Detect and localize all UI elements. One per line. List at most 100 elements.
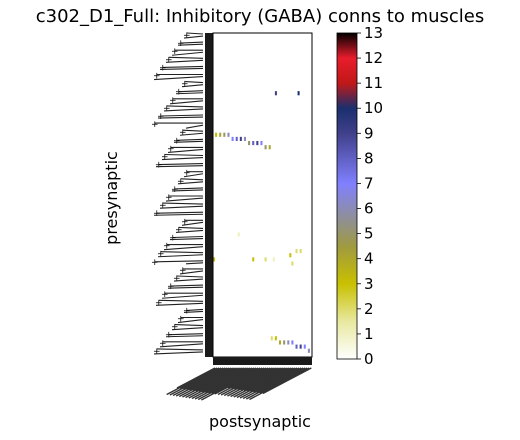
- x-tick-label-scribble: [205, 367, 253, 394]
- y-tick-label-scribble: [182, 129, 204, 132]
- heatmap-cells: [213, 91, 310, 353]
- y-tick-label-scribble: [183, 310, 204, 313]
- x-tick-marks-strip: [213, 357, 312, 365]
- y-tick-label-scribble: [171, 327, 204, 331]
- y-tick-label-scribble: [183, 173, 204, 178]
- x-tick-label-scribble: [182, 367, 224, 390]
- y-tick-label-marker: +: [159, 63, 167, 73]
- y-tick-label-marker: +: [161, 153, 169, 163]
- heatmap-cell: [274, 336, 277, 341]
- heatmap-cell: [279, 340, 282, 345]
- y-tick-label-marker: +: [161, 290, 169, 300]
- x-axis-label: postsynaptic: [209, 412, 311, 431]
- y-tick-label-scribble: [167, 148, 204, 153]
- x-tick-label-scribble: [227, 367, 281, 397]
- y-tick-label-scribble: [174, 324, 204, 327]
- y-tick-label-scribble: [167, 286, 204, 289]
- heatmap-cell: [299, 249, 302, 254]
- y-tick-label-marker: +: [165, 193, 173, 203]
- x-tick-label-scribble: [188, 367, 247, 399]
- y-tick-label-marker: +: [159, 201, 167, 211]
- y-tick-label-scribble: [176, 138, 204, 141]
- y-tick-label-scribble: [154, 260, 204, 263]
- y-tick-label-scribble: [185, 124, 204, 129]
- y-tick-label-marker: +: [179, 128, 187, 138]
- y-tick-label-marker: +: [175, 225, 183, 235]
- y-tick-label-scribble: [153, 76, 204, 81]
- x-tick-label-scribble: [253, 367, 300, 393]
- x-tick-label-scribble: [192, 367, 236, 392]
- colorbar-tick-label: 3: [364, 275, 374, 293]
- y-tick-label-marker: +: [171, 47, 179, 57]
- y-tick-label-scribble: [158, 299, 204, 302]
- y-tick-label-marker: +: [167, 282, 175, 292]
- y-tick-label-scribble: [153, 213, 204, 216]
- colorbar: [336, 32, 358, 360]
- y-tick-label-scribble: [165, 59, 204, 63]
- colorbar-tick-label: 12: [364, 49, 383, 67]
- colorbar-tick-label: 8: [364, 149, 374, 167]
- colorbar-tick-label: 6: [364, 200, 374, 218]
- y-tick-label-marker: +: [163, 242, 171, 252]
- y-tick-label-marker: +: [183, 306, 191, 316]
- x-tick-label-scribble: [256, 367, 304, 394]
- y-tick-label-scribble: [179, 270, 204, 275]
- x-tick-label-scribble: [245, 367, 306, 400]
- y-tick-label-marker: +: [183, 31, 191, 41]
- y-tick-label-scribble: [181, 84, 204, 88]
- y-tick-label-marker: +: [157, 250, 165, 260]
- x-tick-label-scribble: [175, 367, 230, 397]
- heatmap-cell: [227, 132, 230, 137]
- y-tick-label-scribble: [178, 90, 204, 93]
- y-tick-label-marker: +: [183, 169, 191, 179]
- x-tick-label-scribble: [214, 367, 265, 395]
- colorbar-tick-label: 10: [364, 99, 383, 117]
- y-tick-label-scribble: [157, 116, 204, 119]
- x-tick-label-scribble: [194, 367, 255, 400]
- y-tick-label-scribble: [186, 32, 204, 35]
- y-tick-label-marker: +: [181, 217, 189, 227]
- y-tick-label-scribble: [165, 335, 204, 338]
- y-tick-label-scribble: [169, 238, 204, 241]
- x-tick-label-scribble: [189, 367, 232, 391]
- x-tick-label-scribble: [179, 367, 220, 390]
- heatmap-cell: [215, 132, 218, 137]
- x-tick-label-scribble: [237, 367, 279, 391]
- heatmap-cell: [264, 257, 267, 262]
- y-tick-label-scribble: [181, 221, 204, 226]
- heatmap-cell: [252, 257, 255, 262]
- x-tick-label-scribble: [182, 367, 238, 398]
- y-axis-label: presynaptic: [102, 151, 121, 245]
- y-tick-label-scribble: [161, 294, 204, 299]
- y-tick-label-scribble: [157, 254, 204, 258]
- colorbar-tick-label: 9: [364, 124, 374, 142]
- y-tick-label-scribble: [160, 114, 204, 117]
- colorbar-tick-label: 7: [364, 174, 374, 192]
- heatmap-cell: [289, 253, 292, 258]
- y-tick-label-marker: +: [151, 258, 159, 268]
- x-tick-label-scribble: [220, 367, 273, 396]
- y-tick-label-marker: +: [165, 331, 173, 341]
- heatmap-cell: [260, 141, 263, 146]
- y-tick-label-marker: +: [177, 315, 185, 325]
- y-tick-label-scribble: [177, 181, 204, 185]
- plot-frame: [212, 32, 313, 358]
- y-tick-label-scribble: [159, 343, 204, 348]
- y-tick-label-scribble: [176, 275, 204, 278]
- y-tick-label-scribble: [165, 197, 204, 202]
- y-tick-label-scribble: [155, 165, 204, 168]
- heatmap-cell: [295, 344, 298, 349]
- y-tick-label-marker: +: [179, 266, 187, 276]
- y-tick-label-scribble: [178, 226, 204, 229]
- x-tick-label-scribble: [201, 367, 263, 401]
- x-tick-label-scribble: [233, 367, 290, 398]
- heatmap-cell: [243, 136, 246, 141]
- heatmap-cell: [299, 344, 302, 349]
- x-tick-label-scribble: [208, 367, 257, 394]
- y-tick-label-scribble: [183, 35, 204, 39]
- x-tick-label-scribble: [217, 367, 269, 396]
- y-tick-label-marker: +: [177, 39, 185, 49]
- colorbar-tick-label: 0: [364, 350, 374, 368]
- y-tick-label-scribble: [179, 132, 204, 136]
